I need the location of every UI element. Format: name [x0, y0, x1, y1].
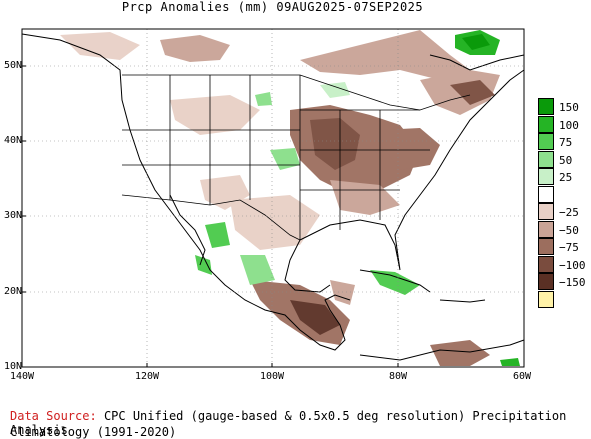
lat-label-10n: 10N — [3, 361, 22, 372]
lon-label-140w: 140W — [9, 371, 35, 382]
map-title: Prcp Anomalies (mm) 09AUG2025-07SEP2025 — [121, 0, 424, 14]
legend-swatch — [538, 185, 554, 203]
legend-label: 50 — [559, 153, 573, 167]
legend-label: −50 — [559, 223, 579, 237]
lat-label-50n: 50N — [3, 60, 22, 71]
legend-swatch — [538, 290, 554, 308]
legend-label: −75 — [559, 241, 579, 254]
lon-label-80w: 80W — [388, 371, 408, 382]
legend-label: −150 — [559, 276, 586, 289]
data-source-text: CPC Unified (gauge-based & 0.5x0.5 deg r… — [10, 409, 567, 437]
legend-swatch — [538, 273, 554, 290]
legend-label: 100 — [559, 118, 579, 132]
lon-label-60w: 60W — [512, 371, 532, 382]
legend-swatch — [538, 238, 554, 255]
legend-label: 75 — [559, 136, 573, 149]
lat-label-30n: 30N — [3, 210, 22, 221]
graticule — [22, 29, 524, 367]
lat-label-20n: 20N — [3, 286, 22, 297]
wet-anomaly-layer — [195, 30, 520, 366]
lon-label-100w: 100W — [259, 371, 285, 382]
legend-swatch — [538, 203, 554, 220]
data-source-label: Data Source: — [10, 409, 97, 423]
coastlines — [21, 33, 525, 361]
legend-swatch — [538, 115, 554, 133]
political-borders — [121, 74, 471, 241]
legend-swatch — [538, 255, 554, 273]
lon-label-120w: 120W — [134, 371, 160, 382]
legend-label: 150 — [559, 101, 579, 114]
legend-swatch — [538, 133, 554, 150]
legend-swatch — [538, 168, 554, 185]
data-source-line: Data Source: CPC Unified (gauge-based & … — [10, 409, 591, 437]
climatology-line: Climatology (1991-2020) — [10, 425, 177, 439]
lat-label-40n: 40N — [3, 135, 22, 146]
legend-label: −25 — [559, 206, 579, 219]
legend-label: −100 — [559, 258, 586, 272]
legend-swatch — [538, 98, 554, 115]
legend-label: 25 — [559, 171, 573, 184]
legend-swatch — [538, 220, 554, 238]
legend-swatch — [538, 150, 554, 168]
dry-anomaly-layer — [60, 30, 500, 366]
